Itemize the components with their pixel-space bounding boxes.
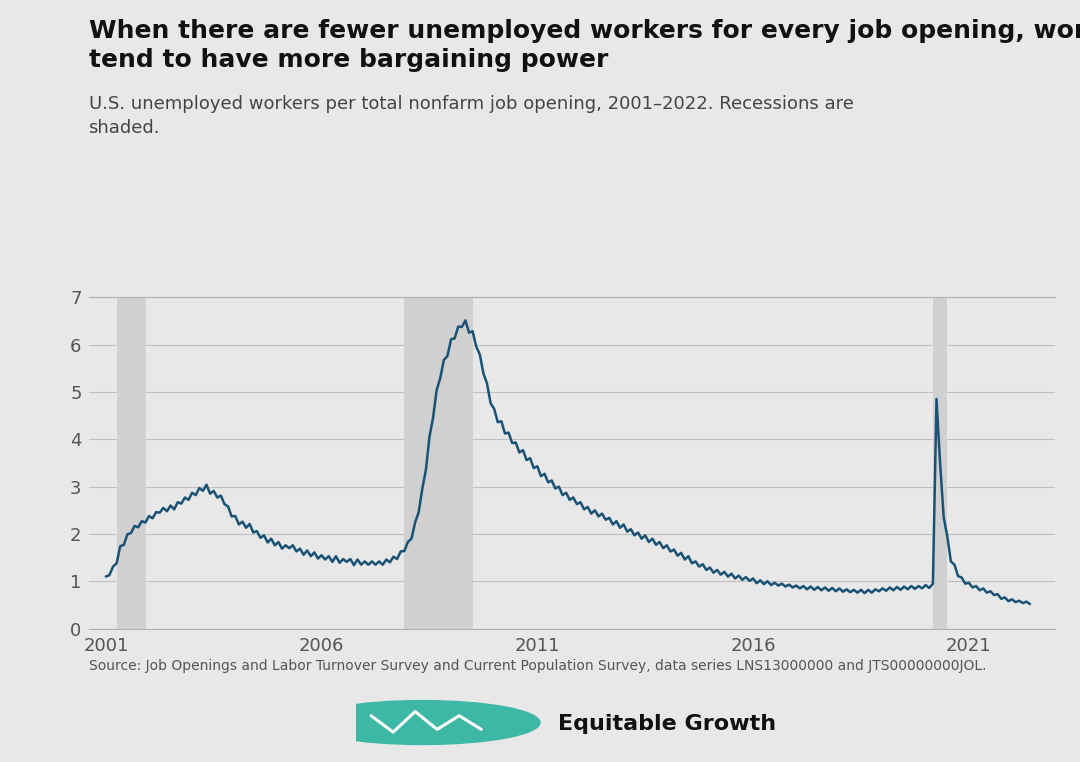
Bar (933, 297, 947, 629)
Circle shape (305, 700, 540, 744)
Bar (404, 297, 473, 629)
Text: U.S. unemployed workers per total nonfarm job opening, 2001–2022. Recessions are: U.S. unemployed workers per total nonfar… (89, 95, 853, 137)
Text: When there are fewer unemployed workers for every job opening, workers
tend to h: When there are fewer unemployed workers … (89, 19, 1080, 72)
Text: Source: Job Openings and Labor Turnover Survey and Current Population Survey, da: Source: Job Openings and Labor Turnover … (89, 659, 986, 673)
Text: Equitable Growth: Equitable Growth (558, 714, 777, 734)
Bar (117, 297, 146, 629)
